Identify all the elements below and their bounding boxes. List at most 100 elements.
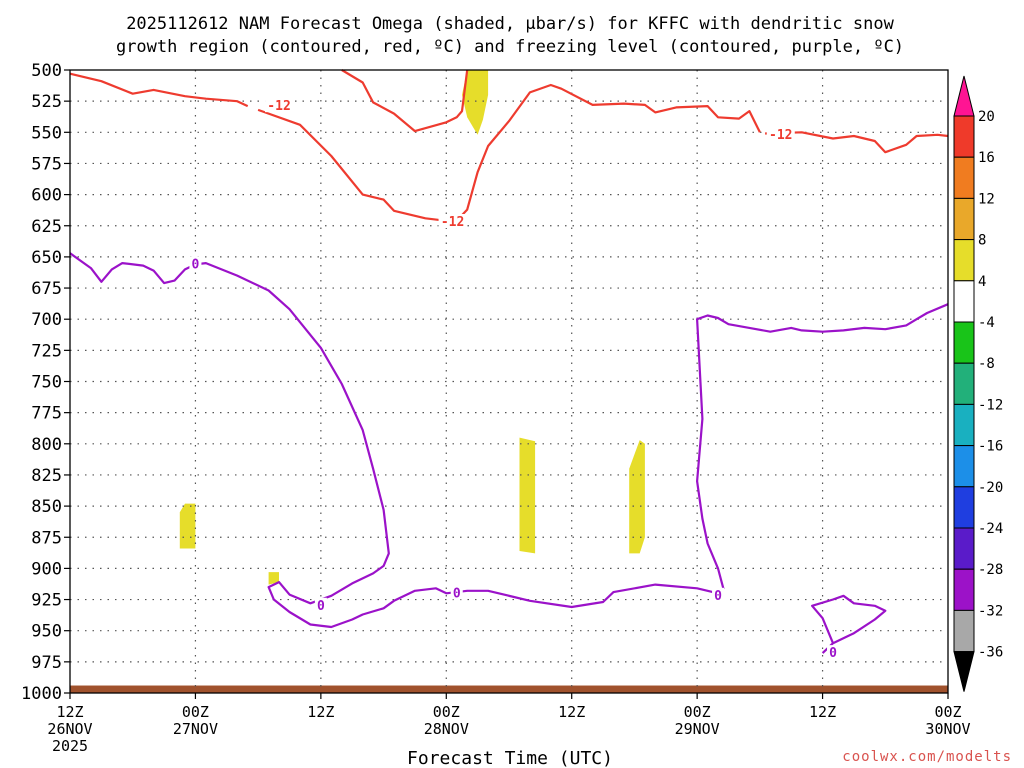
x-tick-label-bot-0: 2025 (52, 737, 88, 755)
colorbar-segment-11 (953, 527, 975, 570)
freezing-contour-label-0: 0 (192, 257, 200, 272)
dgz-contour-line-0 (69, 72, 249, 108)
colorbar-label-12: -32 (978, 603, 1003, 619)
colorbar-segment-8 (953, 403, 975, 447)
colorbar-segment-1 (953, 115, 975, 158)
colorbar-label-7: -12 (978, 397, 1003, 413)
y-tick-label-15: 875 (31, 528, 62, 548)
freezing-contour-label-2: 0 (453, 586, 461, 601)
y-tick-label-11: 775 (31, 404, 62, 424)
axes: 500 525 550 575 600 625 650 675 700 725 750 775 800 8… (21, 61, 971, 755)
colorbar-segment-7 (953, 362, 975, 405)
dgz-contour-label-bg-1 (438, 214, 467, 229)
y-tick-label-0: 500 (31, 61, 62, 81)
dgz-contour-line-3 (765, 131, 949, 154)
x-tick-label-top-5: 00Z (684, 703, 711, 721)
dgz-contour-label-1: -12 (441, 215, 464, 230)
colorbar-label-6: -8 (978, 356, 995, 372)
omega-region-1 (179, 503, 196, 549)
freezing-contour-line-0 (69, 252, 949, 629)
y-tick-label-3: 575 (31, 154, 62, 174)
colorbar-label-11: -28 (978, 562, 1003, 578)
colorbar-label-9: -20 (978, 480, 1003, 496)
x-tick-label-top-6: 12Z (809, 703, 836, 721)
x-tick-label-top-1: 00Z (182, 703, 209, 721)
y-tick-label-14: 850 (31, 497, 62, 517)
freezing-contour-line-1 (810, 594, 887, 654)
colorbar-label-3: 8 (978, 233, 986, 249)
y-tick-label-13: 825 (31, 466, 62, 486)
freezing-contour-label-bg-0 (189, 256, 202, 271)
y-tick-label-5: 625 (31, 217, 62, 237)
colorbar-segment-5 (953, 280, 975, 323)
colorbar-label-10: -24 (978, 521, 1003, 537)
colorbar-segment-2 (953, 156, 975, 199)
y-tick-label-12: 800 (31, 435, 62, 455)
y-tick-label-20: 1000 (21, 684, 62, 704)
y-tick-label-2: 550 (31, 123, 62, 143)
colorbar-bottom-arrow (953, 651, 975, 692)
colorbar-segment-10 (953, 486, 975, 529)
colorbar-label-2: 12 (978, 191, 995, 207)
colorbar-label-1: 16 (978, 150, 995, 166)
x-tick-label-top-3: 00Z (433, 703, 460, 721)
x-tick-label-mid-7: 30NOV (925, 720, 970, 738)
x-tick-label-mid-0: 26NOV (47, 720, 92, 738)
chart-title-line2: growth region (contoured, red, ºC) and f… (116, 37, 904, 57)
freezing-contour-label-4: 0 (829, 646, 837, 661)
x-tick-label-mid-5: 29NOV (675, 720, 720, 738)
dgz-contour-label-0: -12 (267, 99, 290, 114)
colorbar-label-13: -36 (978, 645, 1003, 661)
dgz-contour-label-2: -12 (769, 128, 792, 143)
freezing-contour-label-3: 0 (714, 589, 722, 604)
x-tick-label-mid-3: 28NOV (424, 720, 469, 738)
plot-frame (69, 69, 949, 694)
colorbar-label-4: 4 (978, 274, 986, 290)
colorbar-segment-3 (953, 197, 975, 241)
omega-region-4 (629, 440, 645, 554)
freezing-contour-label-1: 0 (317, 599, 325, 614)
y-tick-label-7: 675 (31, 279, 62, 299)
dgz-contour-label-bg-2 (766, 126, 795, 141)
freezing-contour-label-bg-1 (314, 597, 327, 612)
colorbar-segment-9 (953, 445, 975, 488)
colorbar-segment-6 (953, 321, 975, 364)
omega-region-2 (268, 572, 279, 585)
colorbar-label-0: 20 (978, 109, 995, 125)
x-tick-label-top-0: 12Z (56, 703, 83, 721)
freezing-contour-label-bg-3 (712, 587, 725, 602)
x-tick-label-top-4: 12Z (558, 703, 585, 721)
colorbar-label-8: -16 (978, 439, 1003, 455)
colorbar-label-5: -4 (978, 315, 995, 331)
omega-region-0 (462, 70, 489, 135)
y-tick-label-10: 750 (31, 373, 62, 393)
x-tick-label-top-7: 00Z (934, 703, 961, 721)
x-tick-label-top-2: 12Z (307, 703, 334, 721)
omega-region-3 (519, 437, 536, 554)
dgz-contour-label-bg-0 (265, 98, 294, 113)
omega-shading (179, 70, 645, 585)
freezing-contour-label-bg-2 (450, 585, 463, 600)
y-tick-label-9: 725 (31, 341, 62, 361)
grid (70, 70, 948, 693)
y-tick-label-18: 950 (31, 622, 62, 642)
colorbar-segment-4 (953, 239, 975, 282)
colorbar-segment-12 (953, 568, 975, 611)
dgz-contour-line-2 (341, 69, 469, 133)
dgz-contour-line-1 (257, 83, 761, 222)
x-axis-label: Forecast Time (UTC) (407, 748, 613, 768)
colorbar: 20 16 12 8 4 -4 -8 -12 -16 -20 -24 -28 -32 -36 (953, 75, 1003, 692)
x-tick-label-mid-1: 27NOV (173, 720, 218, 738)
y-tick-label-17: 925 (31, 591, 62, 611)
colorbar-top-arrow (953, 75, 975, 117)
chart-title-line1: 2025112612 NAM Forecast Omega (shaded, μ… (126, 14, 894, 34)
y-tick-label-6: 650 (31, 248, 62, 268)
credit-text: coolwx.com/modelts (842, 749, 1012, 765)
ground-layer (70, 685, 948, 693)
y-tick-label-4: 600 (31, 186, 62, 206)
ground-strip (70, 685, 948, 693)
y-tick-label-19: 975 (31, 653, 62, 673)
freezing-contour-label-bg-4 (827, 645, 840, 660)
y-tick-label-16: 900 (31, 559, 62, 579)
